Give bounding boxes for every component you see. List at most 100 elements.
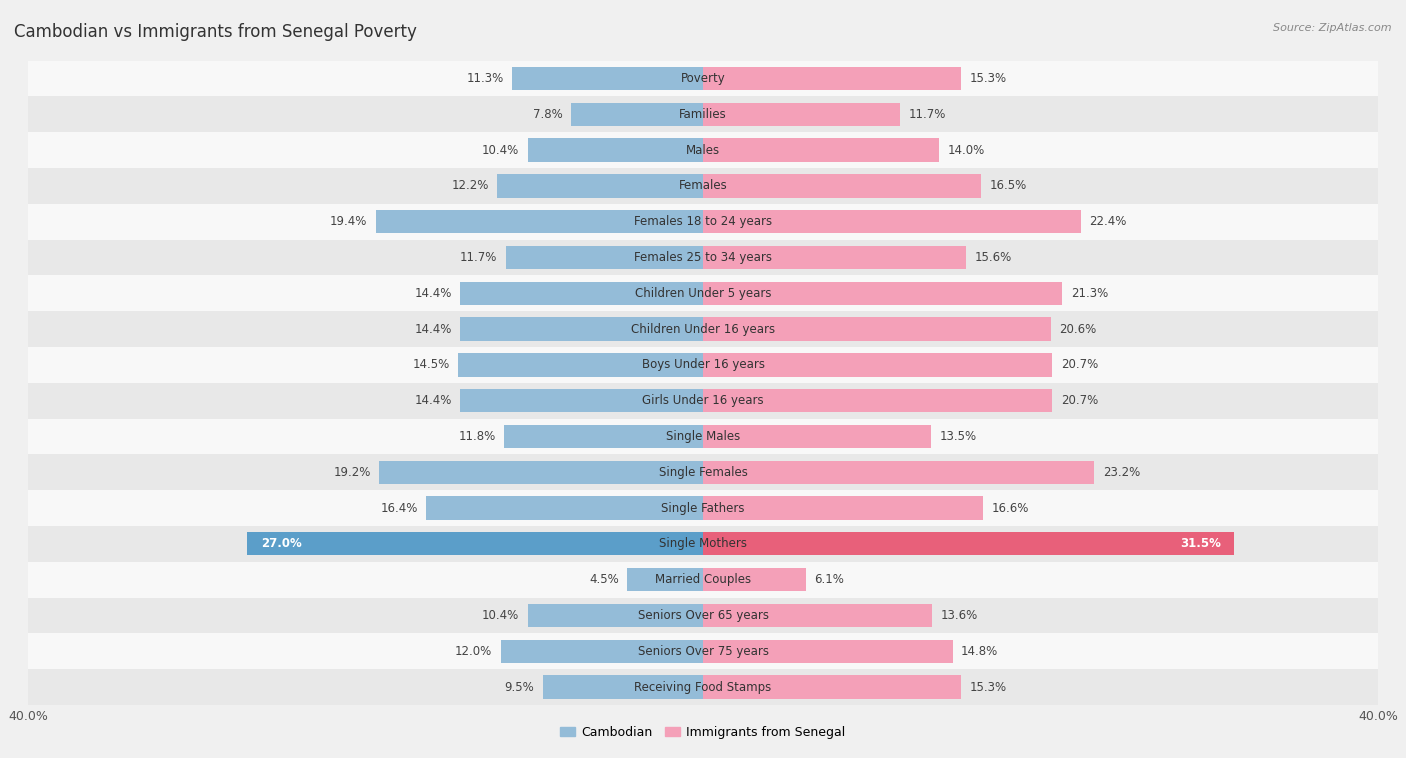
Text: Receiving Food Stamps: Receiving Food Stamps <box>634 681 772 694</box>
Bar <box>503 424 703 448</box>
Bar <box>512 67 703 90</box>
Text: 23.2%: 23.2% <box>1102 465 1140 479</box>
Text: Poverty: Poverty <box>681 72 725 85</box>
Bar <box>28 347 1378 383</box>
Bar <box>627 568 703 591</box>
Bar <box>703 67 962 90</box>
Text: Girls Under 16 years: Girls Under 16 years <box>643 394 763 407</box>
Bar <box>703 568 806 591</box>
Bar <box>703 353 1052 377</box>
Text: 14.4%: 14.4% <box>415 323 451 336</box>
Text: Married Couples: Married Couples <box>655 573 751 586</box>
Text: 16.4%: 16.4% <box>381 502 418 515</box>
Bar <box>28 562 1378 597</box>
Bar <box>527 139 703 161</box>
Bar <box>571 102 703 126</box>
Bar <box>28 61 1378 96</box>
Text: 20.7%: 20.7% <box>1060 394 1098 407</box>
Bar <box>28 96 1378 132</box>
Bar <box>28 168 1378 204</box>
Bar <box>28 240 1378 275</box>
Text: 13.6%: 13.6% <box>941 609 979 622</box>
Bar <box>703 389 1052 412</box>
Bar <box>28 383 1378 418</box>
Bar <box>28 490 1378 526</box>
Bar <box>28 669 1378 705</box>
Bar <box>28 132 1378 168</box>
Text: 20.7%: 20.7% <box>1060 359 1098 371</box>
Bar <box>28 526 1378 562</box>
Bar <box>460 318 703 341</box>
Text: 10.4%: 10.4% <box>482 609 519 622</box>
Bar <box>426 496 703 520</box>
Text: 7.8%: 7.8% <box>533 108 562 121</box>
Text: 11.7%: 11.7% <box>908 108 946 121</box>
Text: 10.4%: 10.4% <box>482 143 519 157</box>
Bar <box>28 597 1378 634</box>
Bar <box>28 454 1378 490</box>
Bar <box>703 102 900 126</box>
Text: Single Males: Single Males <box>666 430 740 443</box>
Text: Families: Families <box>679 108 727 121</box>
Bar <box>458 353 703 377</box>
Bar <box>703 461 1094 484</box>
Bar <box>501 640 703 663</box>
Text: 11.3%: 11.3% <box>467 72 503 85</box>
Text: Females: Females <box>679 180 727 193</box>
Text: 16.6%: 16.6% <box>991 502 1029 515</box>
Text: 20.6%: 20.6% <box>1059 323 1097 336</box>
Bar <box>703 139 939 161</box>
Bar <box>543 675 703 699</box>
Text: 15.3%: 15.3% <box>970 681 1007 694</box>
Text: 19.2%: 19.2% <box>333 465 371 479</box>
Text: 14.8%: 14.8% <box>962 645 998 658</box>
Text: 4.5%: 4.5% <box>589 573 619 586</box>
Bar <box>498 174 703 198</box>
Text: 21.3%: 21.3% <box>1071 287 1108 300</box>
Bar <box>703 174 981 198</box>
Text: Cambodian vs Immigrants from Senegal Poverty: Cambodian vs Immigrants from Senegal Pov… <box>14 23 418 41</box>
Text: Source: ZipAtlas.com: Source: ZipAtlas.com <box>1274 23 1392 33</box>
Text: Single Females: Single Females <box>658 465 748 479</box>
Text: 15.3%: 15.3% <box>970 72 1007 85</box>
Text: Males: Males <box>686 143 720 157</box>
Text: 11.7%: 11.7% <box>460 251 498 264</box>
Legend: Cambodian, Immigrants from Senegal: Cambodian, Immigrants from Senegal <box>555 721 851 744</box>
Text: Boys Under 16 years: Boys Under 16 years <box>641 359 765 371</box>
Text: 14.4%: 14.4% <box>415 394 451 407</box>
Text: 31.5%: 31.5% <box>1180 537 1220 550</box>
Bar <box>28 312 1378 347</box>
Text: 13.5%: 13.5% <box>939 430 976 443</box>
Text: Females 18 to 24 years: Females 18 to 24 years <box>634 215 772 228</box>
Bar <box>460 389 703 412</box>
Text: 14.5%: 14.5% <box>413 359 450 371</box>
Bar <box>28 275 1378 312</box>
Text: 12.0%: 12.0% <box>456 645 492 658</box>
Bar <box>375 210 703 233</box>
Text: 9.5%: 9.5% <box>505 681 534 694</box>
Text: Females 25 to 34 years: Females 25 to 34 years <box>634 251 772 264</box>
Text: 22.4%: 22.4% <box>1090 215 1126 228</box>
Text: Children Under 16 years: Children Under 16 years <box>631 323 775 336</box>
Text: 19.4%: 19.4% <box>330 215 367 228</box>
Text: 16.5%: 16.5% <box>990 180 1026 193</box>
Text: 14.4%: 14.4% <box>415 287 451 300</box>
Text: 11.8%: 11.8% <box>458 430 495 443</box>
Bar <box>380 461 703 484</box>
Text: 6.1%: 6.1% <box>814 573 844 586</box>
Bar <box>28 634 1378 669</box>
Text: 27.0%: 27.0% <box>262 537 302 550</box>
Bar <box>703 210 1081 233</box>
Bar <box>703 424 931 448</box>
Bar <box>247 532 703 556</box>
Bar <box>28 418 1378 454</box>
Text: 12.2%: 12.2% <box>451 180 489 193</box>
Bar <box>703 282 1063 305</box>
Bar <box>28 204 1378 240</box>
Bar <box>703 675 962 699</box>
Bar <box>703 532 1234 556</box>
Text: Single Mothers: Single Mothers <box>659 537 747 550</box>
Bar <box>703 318 1050 341</box>
Bar <box>703 640 953 663</box>
Text: Single Fathers: Single Fathers <box>661 502 745 515</box>
